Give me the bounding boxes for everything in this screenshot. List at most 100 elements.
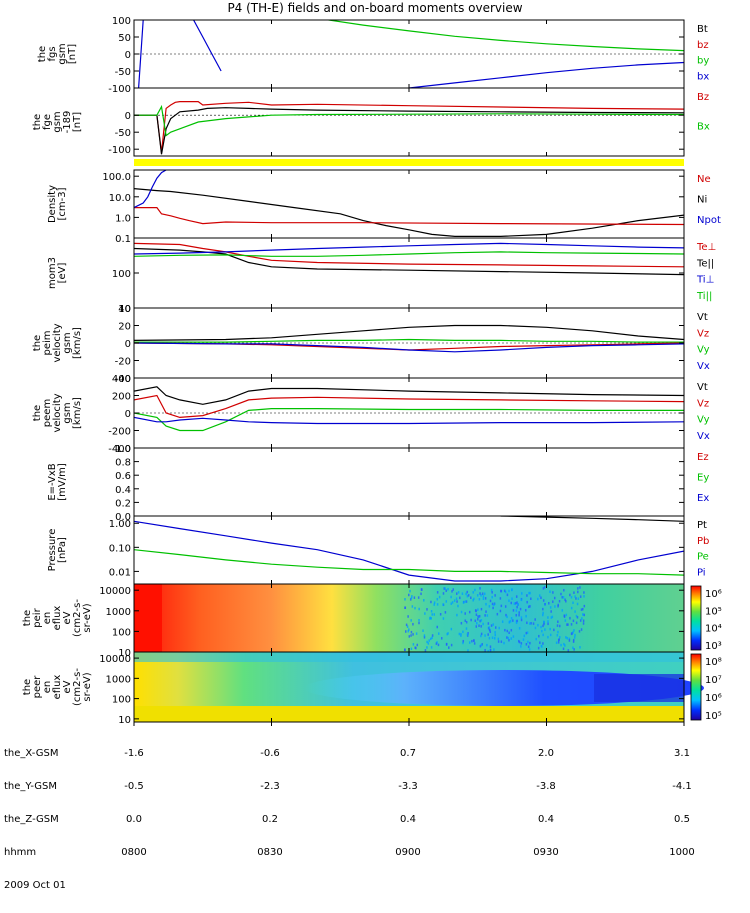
- y-axis-label: peir: [32, 607, 43, 627]
- spectrogram-speck: [481, 619, 483, 622]
- panel-frame: [134, 308, 684, 378]
- spectrogram-speck: [534, 618, 536, 621]
- spectrogram-speck: [490, 649, 492, 652]
- spectrogram-speck: [470, 596, 472, 599]
- spectrogram-speck: [482, 623, 484, 626]
- spectrogram-speck: [557, 620, 559, 623]
- spectrogram-speck: [548, 602, 550, 605]
- series-line-blue: [134, 170, 166, 208]
- panel-frame: [134, 20, 684, 88]
- spectrogram-speck: [481, 643, 483, 646]
- legend-entry: bx: [697, 71, 709, 82]
- spectrogram-speck: [530, 622, 532, 625]
- spectrogram-speck: [573, 629, 575, 632]
- separator-bar: [134, 159, 684, 166]
- spectrogram-speck: [511, 617, 512, 620]
- spectrogram-speck: [460, 634, 462, 637]
- spectrogram-speck: [526, 622, 528, 625]
- series-line-blue: [134, 521, 684, 581]
- spectrogram-speck: [491, 591, 493, 594]
- legend-entry: Vz: [697, 328, 709, 339]
- spectrogram-speck: [582, 608, 584, 611]
- legend-entry: Bx: [697, 122, 710, 133]
- spectrogram-speck: [493, 648, 495, 651]
- spectrogram-speck: [565, 636, 567, 639]
- spectrogram-speck: [488, 626, 490, 629]
- spectrogram-speck: [484, 634, 486, 637]
- spectrogram-speck: [494, 594, 496, 597]
- spectrogram-speck: [581, 628, 583, 631]
- spectrogram-speck: [542, 614, 544, 617]
- spectrogram-speck: [542, 612, 544, 615]
- spectrogram-speck: [572, 631, 574, 634]
- y-tick-label: -50: [115, 67, 131, 78]
- spectrogram-speck: [571, 596, 573, 599]
- ephemeris-label: hhmm: [4, 847, 66, 858]
- spectrogram-speck: [557, 624, 559, 627]
- legend-entry: Te⊥: [696, 242, 716, 253]
- spectrogram-speck: [490, 600, 492, 603]
- y-tick-label: 0.0: [115, 512, 131, 523]
- spectrogram-speck: [478, 615, 480, 618]
- spectrogram-speck: [493, 604, 495, 607]
- spectrogram-speck: [471, 640, 473, 643]
- spectrogram-speck: [421, 588, 423, 591]
- spectrogram-speck: [547, 636, 549, 639]
- spectrogram-speck: [518, 611, 520, 614]
- spectrogram-speck: [484, 614, 486, 617]
- spectrogram-speck: [543, 621, 545, 624]
- spectrogram-speck: [521, 642, 523, 645]
- spectrogram-speck: [504, 629, 506, 632]
- spectrogram-speck: [467, 634, 469, 637]
- spectrogram-speck: [456, 597, 458, 600]
- spectrogram-speck: [560, 593, 562, 596]
- colorbar-label: 10⁸: [705, 657, 722, 668]
- spectrogram-speck: [569, 638, 571, 641]
- spectrogram-speck: [431, 646, 433, 649]
- spectrogram-speck: [475, 610, 477, 613]
- spectrogram-speck: [467, 633, 469, 636]
- spectrogram-speck: [509, 620, 511, 623]
- spectrogram-speck: [445, 611, 447, 614]
- spectrogram-speck: [518, 614, 520, 617]
- spectrogram-speck: [528, 592, 530, 595]
- spectrogram-speck: [578, 597, 580, 600]
- spectrogram-speck: [564, 599, 566, 602]
- legend-entry: Ex: [697, 493, 709, 504]
- ephemeris-column: -0.6 -2.3 0.2 0830: [252, 726, 288, 880]
- spectrogram-speck: [426, 608, 428, 611]
- spectrogram-speck: [454, 599, 456, 602]
- ephemeris-value: -3.3: [390, 781, 426, 792]
- spectrogram-speck: [425, 649, 427, 652]
- spectrogram-speck: [583, 595, 585, 598]
- y-tick-label: 10000: [99, 654, 131, 665]
- spectrogram-speck: [480, 594, 482, 597]
- spectrogram-speck: [527, 631, 529, 634]
- spectrogram-speck: [552, 600, 554, 603]
- spectrogram-speck: [544, 603, 546, 606]
- spectrogram-speck: [418, 622, 420, 625]
- spectrogram-speck: [539, 641, 541, 644]
- spectrogram-speck: [488, 627, 490, 630]
- y-tick-label: 0.01: [109, 567, 131, 578]
- spectrogram-speck: [540, 597, 542, 600]
- spectrogram-speck: [483, 598, 485, 601]
- y-axis-label: [mV/m]: [57, 463, 68, 501]
- spectrogram-speck: [515, 602, 517, 605]
- spectrogram-speck: [489, 629, 491, 632]
- spectrogram-speck: [447, 588, 449, 591]
- y-tick-label: 1.0: [115, 444, 131, 455]
- spectrogram-fill: [134, 584, 684, 652]
- spectrogram-speck: [565, 600, 567, 603]
- y-axis-label: peem: [42, 399, 53, 427]
- colorbar-label: 10⁵: [705, 606, 722, 617]
- spectrogram-speck: [451, 602, 453, 605]
- spectrogram-speck: [577, 603, 579, 606]
- spectrogram-speck: [509, 621, 511, 624]
- y-axis-label: [km/s]: [72, 327, 83, 359]
- spectrogram-speck: [442, 603, 444, 606]
- colorbar-label: 10⁶: [705, 693, 722, 704]
- spectrogram-speck: [418, 596, 420, 599]
- spectrogram-speck: [535, 627, 537, 630]
- spectrogram-speck: [498, 627, 500, 630]
